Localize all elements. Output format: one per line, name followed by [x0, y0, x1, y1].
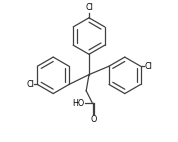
- Text: Cl: Cl: [26, 80, 34, 89]
- Text: O: O: [90, 115, 96, 124]
- Text: Cl: Cl: [144, 62, 152, 71]
- Text: Cl: Cl: [85, 3, 93, 12]
- Text: HO: HO: [72, 99, 84, 108]
